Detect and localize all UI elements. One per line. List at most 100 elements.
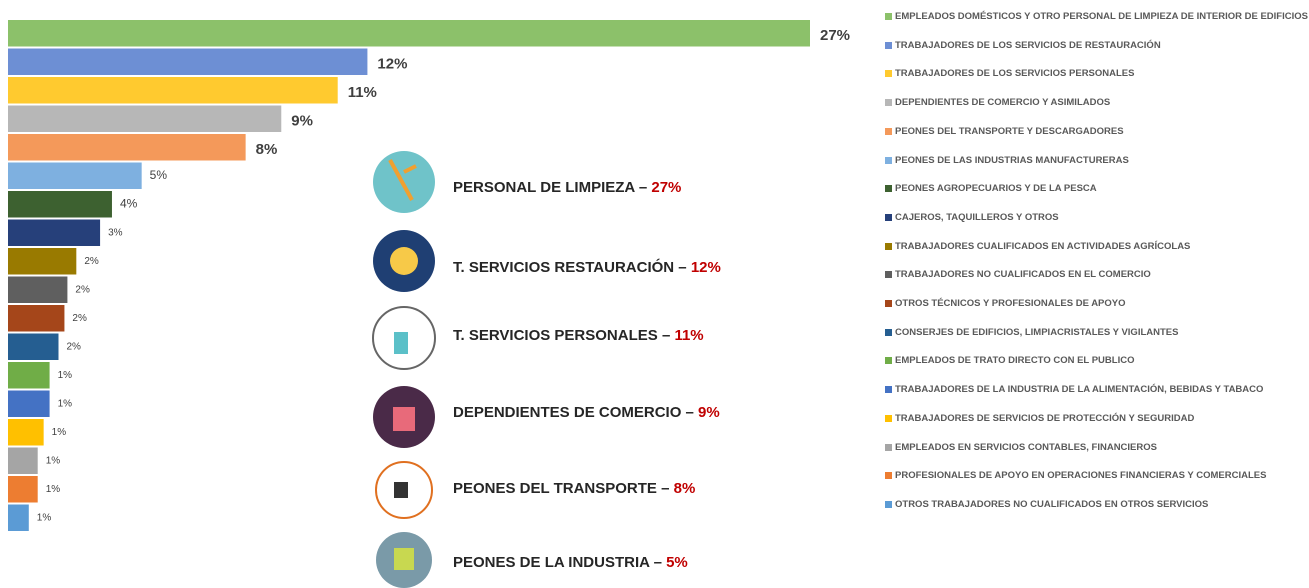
legend-swatch (885, 185, 892, 193)
value-label: 1% (52, 427, 67, 438)
legend-entry: PEONES AGROPECUARIOS Y DE LA PESCA (885, 184, 1309, 194)
icon-industry-building (394, 548, 414, 570)
value-label: 8% (256, 141, 278, 158)
callout-value: 12% (690, 259, 721, 276)
legend-swatch (885, 213, 892, 221)
legend-label: PEONES AGROPECUARIOS Y DE LA PESCA (895, 183, 1097, 195)
value-label: 11% (348, 84, 377, 101)
value-label: 2% (72, 313, 87, 324)
legend-swatch (885, 271, 892, 279)
callout-label: T. SERVICIOS RESTAURACIÓN – (453, 259, 687, 276)
bar (8, 77, 338, 104)
callout: PERSONAL DE LIMPIEZA – 27% (453, 179, 681, 196)
legend-swatch (885, 242, 892, 250)
legend-entry: TRABAJADORES NO CUALIFICADOS EN EL COMER… (885, 270, 1309, 280)
bar (8, 419, 44, 446)
legend-swatch (885, 443, 892, 451)
legend-swatch (885, 328, 892, 336)
callout: DEPENDIENTES DE COMERCIO – 9% (453, 404, 720, 421)
legend-label: EMPLEADOS DE TRATO DIRECTO CON EL PUBLIC… (895, 355, 1135, 367)
icon-restaurant-plate (390, 247, 418, 275)
legend-label: DEPENDIENTES DE COMERCIO Y ASIMILADOS (895, 97, 1111, 109)
bar (8, 476, 38, 503)
legend-entry: OTROS TÉCNICOS Y PROFESIONALES DE APOYO (885, 299, 1309, 309)
legend-swatch (885, 500, 892, 508)
legend-entry: TRABAJADORES DE LA INDUSTRIA DE LA ALIME… (885, 385, 1309, 395)
legend-label: CONSERJES DE EDIFICIOS, LIMPIACRISTALES … (895, 326, 1179, 338)
legend-label: CAJEROS, TAQUILLEROS Y OTROS (895, 211, 1059, 223)
callout-value: 5% (666, 554, 688, 571)
legend-label: OTROS TÉCNICOS Y PROFESIONALES DE APOYO (895, 298, 1126, 309)
value-label: 1% (46, 455, 61, 466)
bar (8, 447, 38, 474)
callout-label: PEONES DEL TRANSPORTE – (453, 480, 670, 497)
icon-shop-bag (393, 407, 415, 431)
bar (8, 105, 282, 132)
legend-swatch (885, 41, 892, 49)
legend-entry: TRABAJADORES CUALIFICADOS EN ACTIVIDADES… (885, 240, 1309, 252)
legend-swatch (885, 13, 892, 20)
value-label: 5% (150, 168, 168, 182)
legend-entry: OTROS TRABAJADORES NO CUALIFICADOS EN OT… (885, 499, 1309, 510)
legend-entry: EMPLEADOS DOMÉSTICOS Y OTRO PERSONAL DE … (885, 12, 1309, 22)
value-label: 2% (84, 256, 99, 267)
legend-entry: EMPLEADOS DE TRATO DIRECTO CON EL PUBLIC… (885, 356, 1309, 366)
legend-swatch (885, 127, 892, 135)
legend-entry: PEONES DEL TRANSPORTE Y DESCARGADORES (885, 125, 1309, 137)
legend-label: PEONES DEL TRANSPORTE Y DESCARGADORES (895, 125, 1124, 137)
legend-entry: TRABAJADORES DE LOS SERVICIOS PERSONALES (885, 69, 1309, 79)
legend-entry: TRABAJADORES DE SERVICIOS DE PROTECCIÓN … (885, 412, 1309, 424)
legend-label: TRABAJADORES DE LOS SERVICIOS PERSONALES (895, 68, 1135, 80)
bar (8, 390, 50, 417)
legend-entry: CAJEROS, TAQUILLEROS Y OTROS (885, 211, 1309, 223)
bar (8, 305, 65, 332)
legend-swatch (885, 99, 892, 107)
legend-swatch (885, 357, 892, 365)
icon-personal-figure (394, 332, 408, 354)
bar (8, 48, 368, 75)
value-label: 2% (66, 341, 81, 352)
callout-value: 9% (698, 404, 720, 421)
callout: T. SERVICIOS PERSONALES – 11% (453, 327, 704, 344)
legend-label: EMPLEADOS EN SERVICIOS CONTABLES, FINANC… (895, 441, 1157, 453)
legend-label: TRABAJADORES DE SERVICIOS DE PROTECCIÓN … (895, 412, 1195, 424)
legend-swatch (885, 156, 892, 164)
legend-label: TRABAJADORES NO CUALIFICADOS EN EL COMER… (895, 269, 1151, 281)
value-label: 9% (291, 113, 313, 130)
icons (372, 151, 436, 588)
bar (8, 219, 101, 246)
callout-label: PEONES DE LA INDUSTRIA – (453, 554, 662, 571)
value-label: 1% (37, 512, 52, 523)
bar (8, 333, 59, 360)
value-label: 4% (120, 196, 138, 210)
value-label: 2% (75, 284, 90, 295)
legend-label: TRABAJADORES CUALIFICADOS EN ACTIVIDADES… (895, 240, 1191, 252)
bar (8, 134, 246, 161)
legend-entry: CONSERJES DE EDIFICIOS, LIMPIACRISTALES … (885, 326, 1309, 338)
legend-swatch (885, 472, 892, 480)
bar (8, 362, 50, 389)
value-label: 12% (377, 56, 407, 73)
callout-value: 11% (674, 327, 704, 344)
callout-value: 8% (673, 480, 696, 497)
legend-swatch (885, 414, 892, 422)
legend-swatch (885, 300, 892, 307)
icon-cleaning-broom (388, 159, 417, 201)
legend-label: TRABAJADORES DE LA INDUSTRIA DE LA ALIME… (895, 384, 1264, 396)
legend-entry: DEPENDIENTES DE COMERCIO Y ASIMILADOS (885, 98, 1309, 108)
callout-value: 27% (651, 179, 682, 196)
legend-entry: PROFESIONALES DE APOYO EN OPERACIONES FI… (885, 471, 1309, 481)
value-label: 1% (58, 398, 73, 409)
legend-entry: EMPLEADOS EN SERVICIOS CONTABLES, FINANC… (885, 441, 1309, 453)
callout: T. SERVICIOS RESTAURACIÓN – 12% (453, 259, 721, 276)
legend-label: TRABAJADORES DE LOS SERVICIOS DE RESTAUR… (895, 39, 1161, 51)
legend-entry: PEONES DE LAS INDUSTRIAS MANUFACTURERAS (885, 155, 1309, 166)
icon-transport-box (394, 482, 408, 498)
legend-label: EMPLEADOS DOMÉSTICOS Y OTRO PERSONAL DE … (895, 11, 1308, 22)
legend-label: PROFESIONALES DE APOYO EN OPERACIONES FI… (895, 470, 1267, 482)
callout: PEONES DE LA INDUSTRIA – 5% (453, 554, 688, 571)
value-label: 27% (820, 27, 850, 44)
bar (8, 248, 77, 275)
value-label: 1% (46, 484, 61, 495)
